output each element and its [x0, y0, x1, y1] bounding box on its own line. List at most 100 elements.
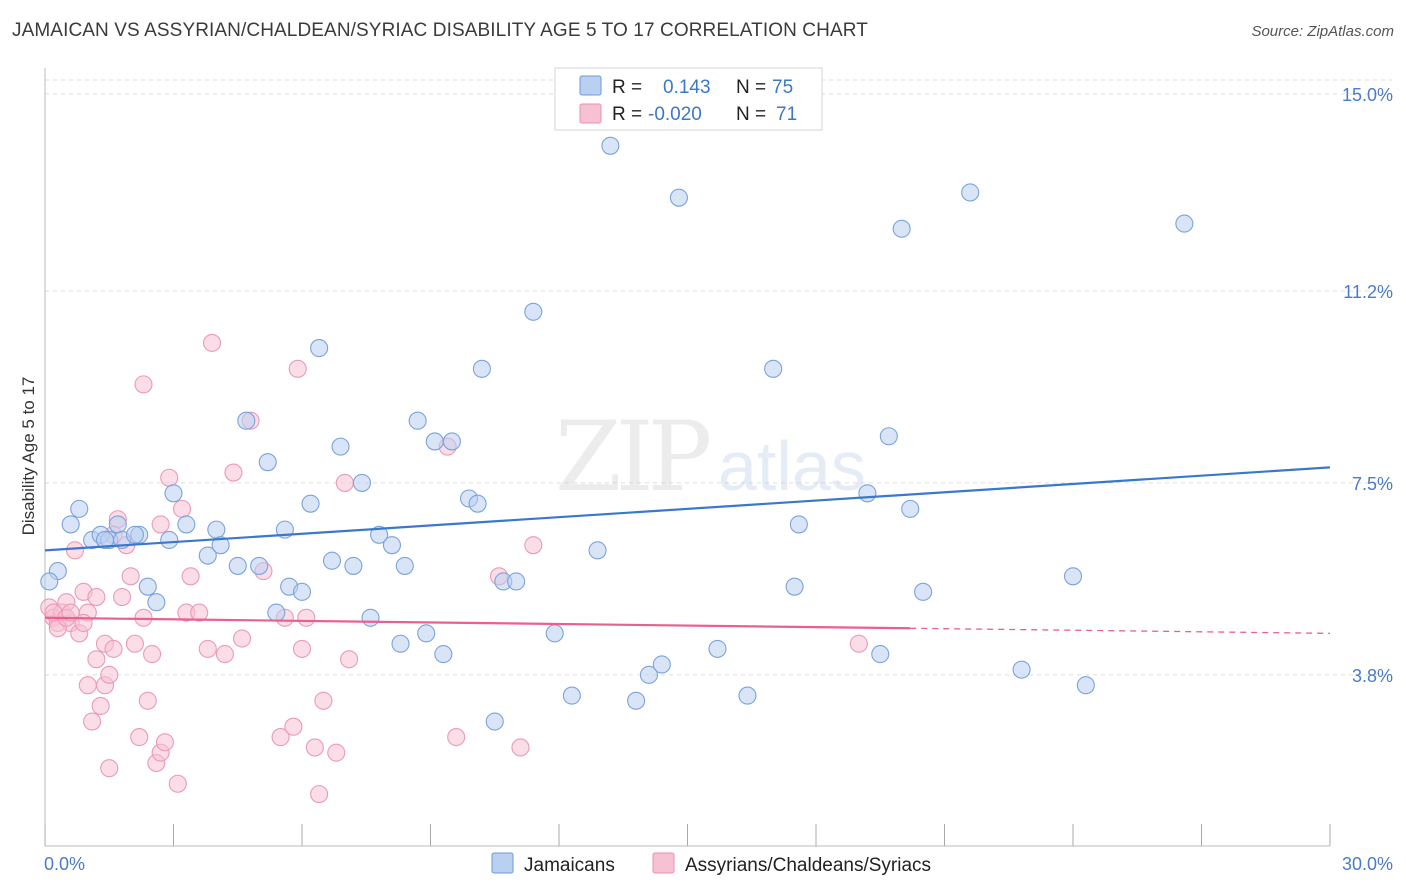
trend-line [44, 466, 1331, 552]
jamaican-point [108, 515, 127, 534]
assyrian-point [335, 473, 354, 492]
assyrian-point [168, 774, 187, 793]
jamaican-point [485, 712, 504, 731]
jamaican-point [764, 359, 783, 378]
x-tick-label-max: 30.0% [1342, 854, 1393, 874]
jamaican-point [370, 525, 389, 544]
legend-n-value-1: 75 [772, 77, 793, 98]
jamaican-point [708, 639, 727, 658]
assyrian-point [125, 634, 144, 653]
jamaican-point [250, 556, 269, 575]
jamaican-point [331, 437, 350, 456]
assyrian-point [511, 738, 530, 757]
jamaican-point [627, 691, 646, 710]
jamaican-point [352, 473, 372, 492]
svg-text:atlas: atlas [718, 427, 866, 505]
grid-lines [45, 79, 1392, 676]
y-tick-label: 3.8% [1352, 666, 1393, 686]
legend-r-label-2: R = [612, 104, 642, 125]
assyrian-point [232, 629, 252, 648]
assyrian-point [155, 733, 174, 752]
jamaican-point [442, 432, 461, 451]
jamaican-point [524, 302, 543, 321]
jamaican-point [164, 484, 183, 503]
jamaican-point [507, 572, 526, 591]
jamaican-point [789, 515, 808, 534]
jamaican-point [639, 665, 659, 684]
jamaican-point [562, 686, 581, 705]
assyrian-point [143, 645, 162, 664]
jamaican-point [785, 577, 804, 596]
assyrian-point [310, 785, 329, 804]
jamaican-point [61, 515, 80, 534]
assyrian-point [87, 587, 106, 607]
assyrian-point [203, 333, 222, 352]
jamaican-point [408, 411, 427, 430]
assyrian-point [87, 650, 106, 669]
assyrian-point [138, 691, 157, 710]
trend-line [44, 616, 911, 630]
assyrian-point [327, 743, 346, 762]
jamaican-point [322, 551, 342, 570]
jamaican-point [417, 624, 436, 643]
jamaican-point [545, 624, 564, 643]
jamaican-point [160, 530, 179, 550]
y-tick-label: 7.5% [1352, 474, 1393, 494]
jamaican-point [237, 411, 256, 430]
legend-assyrians-label: Assyrians/Chaldeans/Syriacs [685, 855, 931, 876]
jamaican-point [468, 494, 487, 513]
y-tick-labels: 3.8% 7.5% 11.2% 15.0% [1342, 85, 1393, 686]
jamaican-point [382, 536, 402, 555]
source-label: Source: ZipAtlas.com [1251, 23, 1394, 40]
jamaican-point [669, 188, 688, 207]
legend-n-label-2: N = [736, 104, 766, 125]
assyrian-point [151, 515, 170, 534]
legend-jamaicans-swatch [491, 852, 514, 874]
jamaican-point [601, 136, 620, 155]
watermark: ZIP atlas [555, 401, 866, 513]
assyrian-point [74, 613, 93, 633]
assyrian-point [134, 608, 153, 627]
jamaican-point [361, 608, 380, 627]
jamaican-point [70, 499, 89, 518]
jamaican-point [207, 520, 226, 539]
jamaican-point [892, 219, 911, 238]
jamaican-point [267, 603, 286, 622]
assyrian-point [190, 603, 209, 622]
assyrian-point [447, 728, 466, 747]
jamaican-point [871, 645, 890, 664]
jamaican-point [258, 453, 277, 472]
assyrian-point [65, 541, 85, 560]
assyrian-point [130, 728, 149, 747]
jamaican-point [301, 494, 320, 513]
assyrian-point [181, 567, 200, 586]
jamaican-point [138, 577, 157, 596]
assyrian-point [100, 665, 119, 684]
assyrian-point [198, 639, 217, 658]
jamaican-point [1076, 676, 1095, 695]
jamaican-point [1063, 567, 1083, 586]
jamaican-point [211, 536, 230, 555]
assyrian-point [83, 712, 102, 731]
legend-swatch-pink [579, 103, 602, 124]
jamaican-point [198, 546, 217, 565]
jamaican-point [425, 432, 444, 451]
y-tick-label: 15.0% [1342, 85, 1393, 105]
assyrian-point [134, 375, 153, 394]
jamaican-point [1012, 660, 1031, 679]
jamaican-point [879, 427, 898, 446]
jamaican-point [434, 645, 453, 664]
jamaican-point [310, 339, 329, 358]
legend-r-value-2: -0.020 [648, 104, 702, 125]
assyrian-point [78, 676, 97, 695]
chart-title: JAMAICAN VS ASSYRIAN/CHALDEAN/SYRIAC DIS… [12, 20, 868, 41]
assyrian-point [284, 717, 303, 736]
assyrian-point [292, 639, 312, 658]
legend-r-label-1: R = [612, 77, 642, 98]
assyrian-point [849, 634, 868, 653]
correlation-legend: R = 0.143 N = 75 R = -0.020 N = 71 [554, 67, 823, 131]
pink-series-points [40, 333, 868, 804]
assyrian-point [224, 463, 243, 482]
jamaican-point [125, 525, 144, 544]
assyrian-point [340, 650, 359, 669]
